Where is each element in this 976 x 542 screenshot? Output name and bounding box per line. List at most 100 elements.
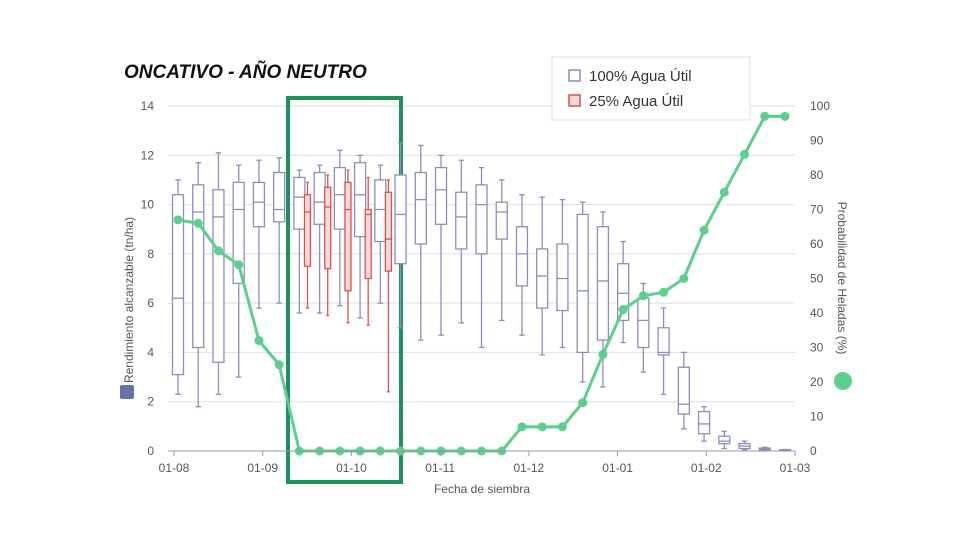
frost-point: [537, 422, 547, 432]
box-iqr: [212, 189, 225, 363]
y-right-tick-label: 20: [810, 375, 824, 389]
box-iqr: [475, 184, 488, 255]
boxes-100-agua-util: [171, 142, 792, 452]
legend-label-100: 100% Agua Útil: [589, 68, 692, 85]
y-right-tick-label: 50: [810, 272, 824, 286]
box-iqr: [344, 181, 352, 292]
right-axis-series-marker: [834, 372, 852, 390]
box-iqr: [293, 176, 306, 230]
frost-point: [740, 149, 750, 159]
box-100-agua-util: [697, 405, 711, 442]
box-100-agua-util: [293, 169, 306, 314]
frost-probability-line: [173, 111, 790, 456]
y-left-tick-label: 10: [141, 198, 155, 212]
box-100-agua-util: [596, 211, 610, 388]
frost-point: [234, 260, 244, 270]
y-right-tick-label: 100: [810, 99, 830, 113]
box-25-agua-util: [303, 181, 312, 309]
box-iqr: [303, 194, 312, 267]
frost-point: [760, 111, 770, 121]
legend-swatch-100: [568, 69, 581, 82]
box-iqr: [718, 435, 731, 445]
y-right-tick-label: 0: [810, 444, 817, 458]
box-100-agua-util: [556, 198, 569, 349]
box-100-agua-util: [232, 164, 245, 378]
box-iqr: [697, 410, 711, 435]
x-tick-label: 01-08: [159, 461, 190, 475]
box-iqr: [353, 162, 367, 238]
y-left-tick-label: 2: [147, 395, 154, 409]
frost-point: [719, 187, 729, 197]
box-iqr: [455, 191, 468, 250]
y-right-tick-label: 70: [810, 203, 824, 217]
y-left-tick-label: 4: [147, 345, 154, 359]
box-iqr: [192, 184, 205, 349]
frost-point: [638, 291, 648, 301]
y-right-tick-label: 90: [810, 134, 824, 148]
y-axis-left-title: Rendimiento alcanzable (tn/ha): [122, 217, 136, 383]
box-100-agua-util: [252, 159, 266, 309]
frost-point: [598, 349, 608, 359]
y-right-tick-label: 80: [810, 168, 824, 182]
chart-title: ONCATIVO - AÑO NEUTRO: [124, 61, 367, 83]
box-iqr: [394, 174, 407, 265]
y-left-tick-label: 6: [147, 296, 154, 310]
box-iqr: [596, 226, 610, 341]
frost-point: [193, 218, 203, 228]
box-iqr: [515, 226, 529, 287]
legend-swatch-25: [568, 94, 581, 107]
y-right-tick-label: 60: [810, 237, 824, 251]
frost-point: [274, 360, 284, 370]
frost-point: [254, 336, 264, 346]
box-100-agua-util: [374, 164, 387, 304]
box-iqr: [333, 166, 347, 230]
left-axis-series-marker: [120, 385, 134, 399]
y-left-tick-label: 14: [141, 99, 155, 113]
frost-point: [557, 422, 567, 432]
x-tick-label: 01-09: [247, 461, 278, 475]
box-100-agua-util: [738, 440, 751, 451]
box-iqr: [637, 297, 650, 349]
box-iqr: [171, 194, 185, 376]
box-100-agua-util: [677, 351, 690, 430]
x-tick-label: 01-01: [602, 461, 633, 475]
box-100-agua-util: [536, 196, 549, 356]
y-left-tick-label: 8: [147, 247, 154, 261]
legend: 100% Agua Útil 25% Agua Útil: [551, 56, 751, 121]
box-100-agua-util: [475, 166, 488, 349]
box-iqr: [616, 263, 630, 322]
box-100-agua-util: [414, 144, 427, 341]
box-100-agua-util: [758, 446, 771, 452]
frost-point: [578, 398, 588, 408]
frost-point: [517, 422, 527, 432]
boxes-25-agua-util: [303, 169, 393, 393]
y-left-tick-label: 0: [147, 444, 154, 458]
box-iqr: [556, 243, 569, 312]
x-tick-label: 01-11: [425, 461, 455, 475]
box-100-agua-util: [212, 152, 225, 395]
y-right-tick-label: 40: [810, 306, 824, 320]
box-iqr: [657, 327, 670, 356]
box-iqr: [576, 213, 589, 354]
box-100-agua-util: [434, 154, 448, 336]
box-100-agua-util: [273, 157, 286, 304]
box-iqr: [384, 191, 393, 272]
box-iqr: [374, 179, 387, 243]
box-25-agua-util: [384, 179, 393, 393]
x-tick-label: 01-10: [336, 461, 367, 475]
x-axis-title: Fecha de siembra: [434, 482, 530, 496]
axes: 0 2 4 6 8 10 12 14 0 10 20 30 40 50 60 70 80 90 100 01-08 01…: [141, 99, 831, 475]
box-100-agua-util: [333, 149, 347, 307]
frost-point: [659, 287, 669, 297]
box-iqr: [434, 166, 448, 225]
y-axis-right-title: Probabilidad de Heladas (%): [835, 202, 849, 355]
box-iqr: [364, 208, 372, 280]
box-iqr: [536, 248, 549, 309]
frost-point: [679, 274, 689, 283]
frost-point: [213, 246, 223, 256]
frost-point: [780, 111, 790, 121]
box-100-agua-util: [616, 240, 630, 344]
box-100-agua-util: [313, 164, 326, 314]
